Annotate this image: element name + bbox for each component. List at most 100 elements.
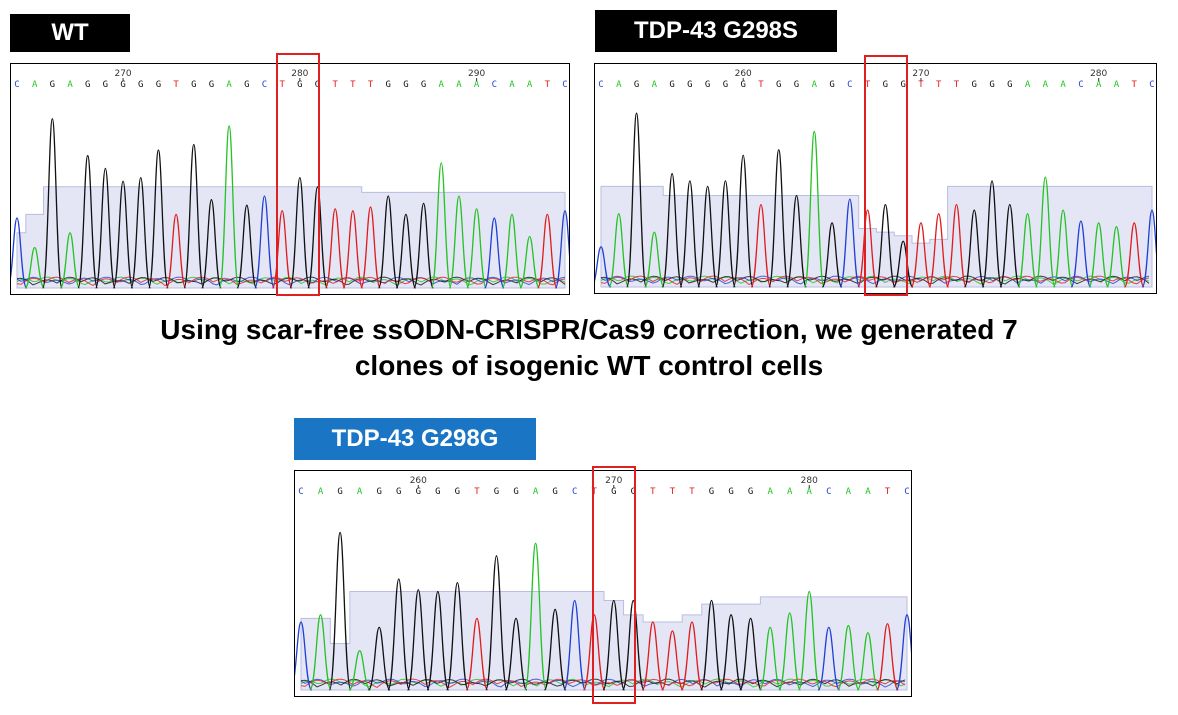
base-letter: T [332, 80, 338, 90]
base-letter: A [32, 80, 38, 90]
base-letter: A [1060, 80, 1066, 90]
base-letter: A [474, 80, 480, 90]
base-letter: G [209, 80, 214, 90]
peak-A [59, 232, 81, 289]
base-letter: G [631, 487, 636, 497]
wt-label: WT [10, 14, 130, 52]
peak-G [395, 213, 417, 289]
base-letter: T [885, 487, 891, 497]
base-letter: A [456, 80, 462, 90]
base-letter: G [103, 80, 108, 90]
base-letter: T [592, 487, 598, 497]
g298g-codon-highlight [592, 466, 636, 704]
peak-G [406, 589, 430, 691]
peak-G [112, 180, 134, 289]
peak-T [928, 213, 950, 288]
peak-G [307, 186, 328, 289]
peak-A [1106, 225, 1127, 288]
peak-C [1070, 220, 1092, 288]
base-letter: G [50, 80, 55, 90]
wt-chromatogram-svg: C A G A G G G G G T G G A G C T G G T T T G G G A A A C A A T C 270 280 29… [11, 69, 569, 289]
peak-C [483, 217, 505, 289]
peak-T [165, 213, 187, 289]
g298g-chromatogram: C A G A G G G G G T G G A G C T G G T T T G G G A A A C A A T C 260 270 28… [294, 470, 912, 697]
peak-T [680, 621, 704, 691]
peak-C [554, 210, 569, 289]
peak-A [803, 130, 825, 288]
base-letter: A [527, 80, 533, 90]
peak-A [836, 624, 860, 691]
peak-A [466, 208, 487, 289]
base-letter: G [989, 80, 994, 90]
base-letter: G [337, 487, 342, 497]
peak-A [524, 542, 547, 691]
base-letter: G [794, 80, 799, 90]
base-letter: A [616, 80, 622, 90]
peak-G [963, 209, 985, 288]
peak-A [778, 612, 802, 691]
peak-T [661, 630, 684, 691]
peak-A [430, 162, 452, 289]
base-letter: T [650, 487, 656, 497]
base-letter: T [545, 80, 551, 90]
peak-A [758, 626, 782, 691]
base-letter: G [156, 80, 161, 90]
caption: Using scar-free ssODN-CRISPR/Cas9 correc… [0, 312, 1178, 384]
wt-codon-highlight [276, 53, 320, 296]
base-letter: G [883, 80, 888, 90]
peak-G [768, 149, 790, 288]
position-tick-label: 280 [1090, 69, 1107, 79]
peak-G [201, 199, 222, 289]
peak-C [254, 195, 275, 289]
base-letter: G [494, 487, 499, 497]
peak-A [448, 195, 470, 289]
peak-G [387, 578, 411, 691]
peak-A [856, 632, 880, 691]
peak-C [1141, 209, 1156, 288]
peak-C [11, 217, 28, 289]
base-letter: A [846, 487, 852, 497]
peak-A [309, 614, 332, 691]
base-letter: C [14, 80, 19, 90]
peak-C [895, 614, 911, 691]
caption-line-1: Using scar-free ssODN-CRISPR/Cas9 correc… [160, 314, 1018, 345]
baseline-trace-T [300, 678, 906, 689]
position-tick-label: 260 [735, 69, 752, 79]
g298g-chromatogram-svg: C A G A G G G G G T G G A G C T G G T T T G G G A A A C A A T C 260 270 28… [295, 476, 911, 691]
peak-G [661, 172, 683, 288]
peak-G [130, 176, 152, 289]
wt-chromatogram: C A G A G G G G G T G G A G C T G G T T T G G G A A A C A A T C 270 280 29… [10, 63, 570, 295]
peak-G [485, 555, 508, 691]
peak-T [910, 222, 932, 288]
base-letter: T [918, 80, 924, 90]
caption-line-2: clones of isogenic WT control cells [354, 350, 824, 381]
base-letter: G [297, 80, 302, 90]
base-letter: T [368, 80, 374, 90]
peak-G [328, 531, 352, 691]
base-letter: G [552, 487, 557, 497]
base-letter: G [403, 80, 408, 90]
peak-A [608, 213, 630, 288]
base-letter: G [396, 487, 401, 497]
quality-band [300, 591, 908, 691]
peak-G [95, 167, 116, 289]
base-letter: G [687, 80, 692, 90]
peak-A [1088, 222, 1110, 288]
base-letter: C [904, 487, 909, 497]
peak-G [732, 154, 754, 288]
peak-G [981, 180, 1003, 288]
peak-T [1123, 222, 1145, 288]
base-letter: A [439, 80, 445, 90]
baseline-trace-A [16, 276, 566, 286]
peak-A [519, 235, 541, 289]
peak-T [857, 209, 879, 288]
base-letter: G [748, 487, 753, 497]
base-letter: A [767, 487, 773, 497]
base-letter: C [1149, 80, 1154, 90]
base-letter: G [120, 80, 125, 90]
peak-A [1017, 213, 1038, 288]
peak-T [465, 617, 489, 691]
base-letter: G [421, 80, 426, 90]
peak-G [602, 599, 626, 691]
base-letter: T [954, 80, 960, 90]
